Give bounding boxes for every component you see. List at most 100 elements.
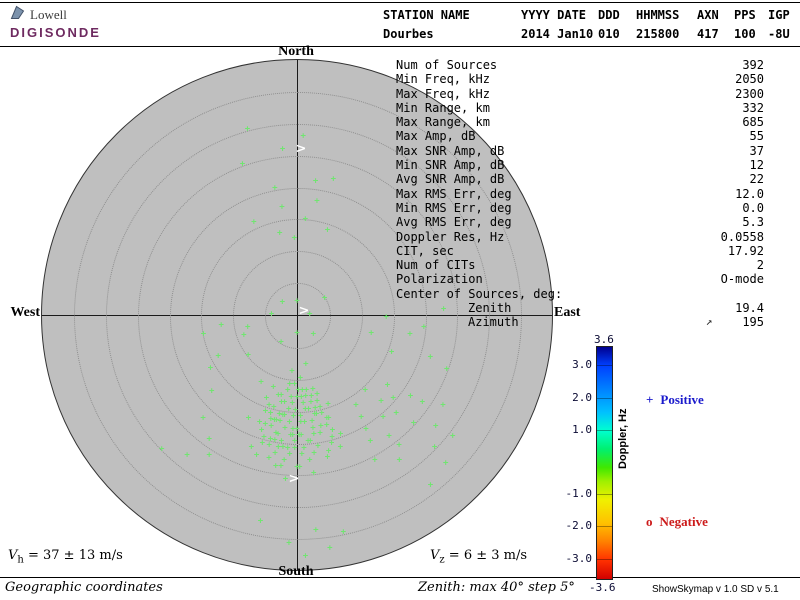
header-field-label: DDD xyxy=(598,8,620,22)
source-point: + xyxy=(431,442,438,453)
source-point: + xyxy=(440,400,446,411)
azimuth-direction-arrow: ↗ xyxy=(705,315,713,329)
source-point: + xyxy=(294,392,300,403)
colorbar-max-label: 3.6 xyxy=(594,333,614,346)
source-point: + xyxy=(419,397,426,408)
source-point: + xyxy=(268,309,275,320)
source-point: + xyxy=(281,397,288,408)
source-point: + xyxy=(302,551,309,562)
stat-value: 22 xyxy=(749,172,764,187)
header-divider xyxy=(0,46,800,47)
source-point: + xyxy=(272,448,278,459)
vertical-velocity-readout: Vz = 6 ± 3 m/s xyxy=(430,548,527,566)
source-point: + xyxy=(314,389,320,400)
stat-label: Center of Sources, deg: xyxy=(396,286,563,301)
stat-value: 17.92 xyxy=(727,243,764,258)
stat-row: CIT, sec 17.92 xyxy=(396,244,764,258)
source-point: + xyxy=(253,450,260,461)
source-point: + xyxy=(278,461,284,472)
source-point: + xyxy=(383,312,389,323)
velocity-arrow-marker: > xyxy=(295,141,307,157)
stat-row: Num of CITs 2 xyxy=(396,258,764,272)
source-point: + xyxy=(396,455,403,466)
source-point: + xyxy=(407,329,413,340)
legend-negative-label: Negative xyxy=(659,514,708,529)
stat-label: Doppler Res, Hz xyxy=(396,229,505,244)
compass-south-label: South xyxy=(278,564,314,579)
source-point: + xyxy=(290,430,296,441)
colorbar-tick-label: -3.0 xyxy=(565,551,593,565)
stat-label: Max RMS Err, deg xyxy=(396,186,512,201)
source-point: + xyxy=(427,480,434,491)
stat-label: Min SNR Amp, dB xyxy=(396,158,505,173)
source-point: + xyxy=(337,429,344,440)
stat-row: Max Amp, dB 55 xyxy=(396,129,764,143)
source-point: + xyxy=(289,398,296,409)
source-point: + xyxy=(275,442,282,453)
stat-row: Max SNR Amp, dB 37 xyxy=(396,144,764,158)
velocity-arrow-marker: > xyxy=(288,471,300,487)
stat-spacer xyxy=(512,215,743,229)
stat-spacer xyxy=(454,244,728,258)
colorbar-tick-label: -1.0 xyxy=(565,487,593,501)
source-point: + xyxy=(443,458,449,469)
source-point: + xyxy=(290,424,296,435)
logo: Lowell DIGISONDE xyxy=(10,5,101,40)
source-point: + xyxy=(294,296,300,307)
source-point: + xyxy=(206,434,212,445)
source-point: + xyxy=(308,391,315,402)
source-point: + xyxy=(278,390,284,401)
colorbar-tick-mark xyxy=(597,429,612,431)
stat-spacer xyxy=(562,287,764,301)
stat-spacer xyxy=(497,58,742,72)
source-point: + xyxy=(390,393,396,404)
source-point: + xyxy=(248,442,255,453)
source-point: + xyxy=(245,322,251,333)
source-point: + xyxy=(292,436,298,447)
lowell-logo-icon xyxy=(10,5,25,24)
footer-divider xyxy=(0,577,800,578)
colorbar-tick-mark xyxy=(597,397,612,399)
header-field-label: YYYY DATE xyxy=(521,8,587,22)
source-point: + xyxy=(206,450,212,461)
source-point: + xyxy=(286,449,293,460)
source-point: + xyxy=(298,430,304,441)
stat-label: Min Freq, kHz xyxy=(396,72,490,87)
stat-spacer xyxy=(512,201,743,215)
stat-row: Min SNR Amp, dB 12 xyxy=(396,158,764,172)
source-point: + xyxy=(282,423,288,434)
header-column-axn: AXN 417 xyxy=(697,6,734,44)
stat-row: Num of Sources 392 xyxy=(396,58,764,72)
source-point: + xyxy=(273,428,279,439)
stat-value: 55 xyxy=(749,129,764,144)
stat-label: Num of CITs xyxy=(396,258,476,273)
source-point: + xyxy=(421,322,427,333)
stat-spacer xyxy=(512,187,736,201)
compass-east-label: East xyxy=(554,305,581,320)
source-point: + xyxy=(380,412,386,423)
source-point: + xyxy=(281,410,288,421)
source-point: + xyxy=(312,176,319,187)
header-field-value: 2014 Jan10 xyxy=(521,27,594,41)
source-point: + xyxy=(271,402,277,413)
source-point: + xyxy=(321,293,328,304)
stat-value: O-mode xyxy=(720,272,764,287)
source-point: + xyxy=(277,416,283,427)
colorbar-axis-label: Doppler, Hz xyxy=(617,408,629,469)
stat-row: Polarization O-mode xyxy=(396,272,764,286)
header-columns: STATION NAME Dourbes YYYY DATE 2014 Jan10 DD… xyxy=(383,6,798,44)
source-point: + xyxy=(281,455,287,466)
stat-row: Center of Sources, deg: xyxy=(396,287,764,301)
source-point: + xyxy=(407,391,414,402)
header-field-value: 215800 xyxy=(636,27,680,41)
source-point: + xyxy=(280,410,286,421)
stat-label: Avg SNR Amp, dB xyxy=(396,172,505,187)
colorbar-tick-label: 3.0 xyxy=(572,358,592,372)
source-point: + xyxy=(301,417,308,428)
source-point: + xyxy=(267,408,274,419)
source-point: + xyxy=(292,405,299,416)
header-field-label: AXN xyxy=(697,8,719,22)
source-point: + xyxy=(367,436,374,447)
header-column-pps: PPS 100 xyxy=(734,6,768,44)
source-point: + xyxy=(305,404,312,415)
